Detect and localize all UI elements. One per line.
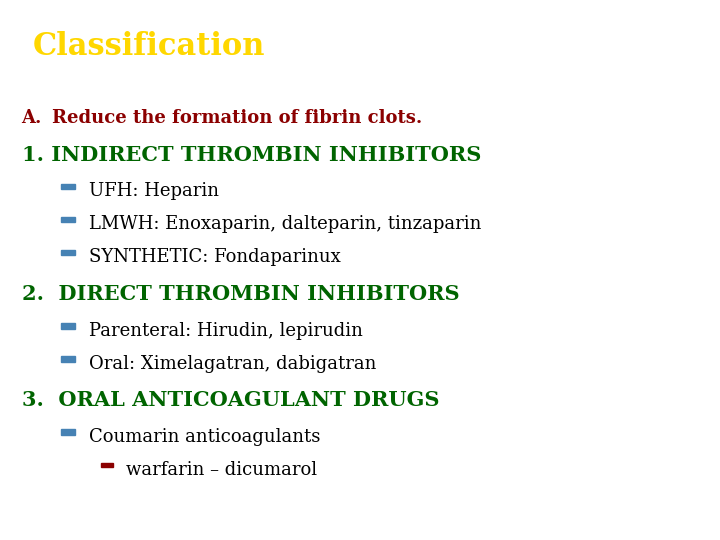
Text: Oral: Ximelagatran, dabigatran: Oral: Ximelagatran, dabigatran [89, 355, 376, 373]
Text: Classification: Classification [32, 31, 265, 62]
FancyBboxPatch shape [61, 249, 76, 255]
FancyBboxPatch shape [61, 323, 76, 329]
FancyBboxPatch shape [101, 463, 113, 467]
Text: warfarin – dicumarol: warfarin – dicumarol [126, 461, 317, 479]
Text: 2.  DIRECT THROMBIN INHIBITORS: 2. DIRECT THROMBIN INHIBITORS [22, 284, 459, 304]
FancyBboxPatch shape [61, 356, 76, 362]
Text: Parenteral: Hirudin, lepirudin: Parenteral: Hirudin, lepirudin [89, 322, 362, 340]
Text: SYNTHETIC: Fondaparinux: SYNTHETIC: Fondaparinux [89, 248, 341, 266]
Text: 1. INDIRECT THROMBIN INHIBITORS: 1. INDIRECT THROMBIN INHIBITORS [22, 145, 481, 165]
Text: 3.  ORAL ANTICOAGULANT DRUGS: 3. ORAL ANTICOAGULANT DRUGS [22, 390, 439, 410]
FancyBboxPatch shape [61, 184, 76, 190]
Text: Reduce the formation of fibrin clots.: Reduce the formation of fibrin clots. [52, 110, 422, 127]
Text: Coumarin anticoagulants: Coumarin anticoagulants [89, 428, 320, 446]
FancyBboxPatch shape [61, 217, 76, 222]
FancyBboxPatch shape [61, 429, 76, 435]
Text: LMWH: Enoxaparin, dalteparin, tinzaparin: LMWH: Enoxaparin, dalteparin, tinzaparin [89, 215, 481, 233]
Text: UFH: Heparin: UFH: Heparin [89, 183, 219, 200]
Text: A.: A. [22, 110, 42, 127]
